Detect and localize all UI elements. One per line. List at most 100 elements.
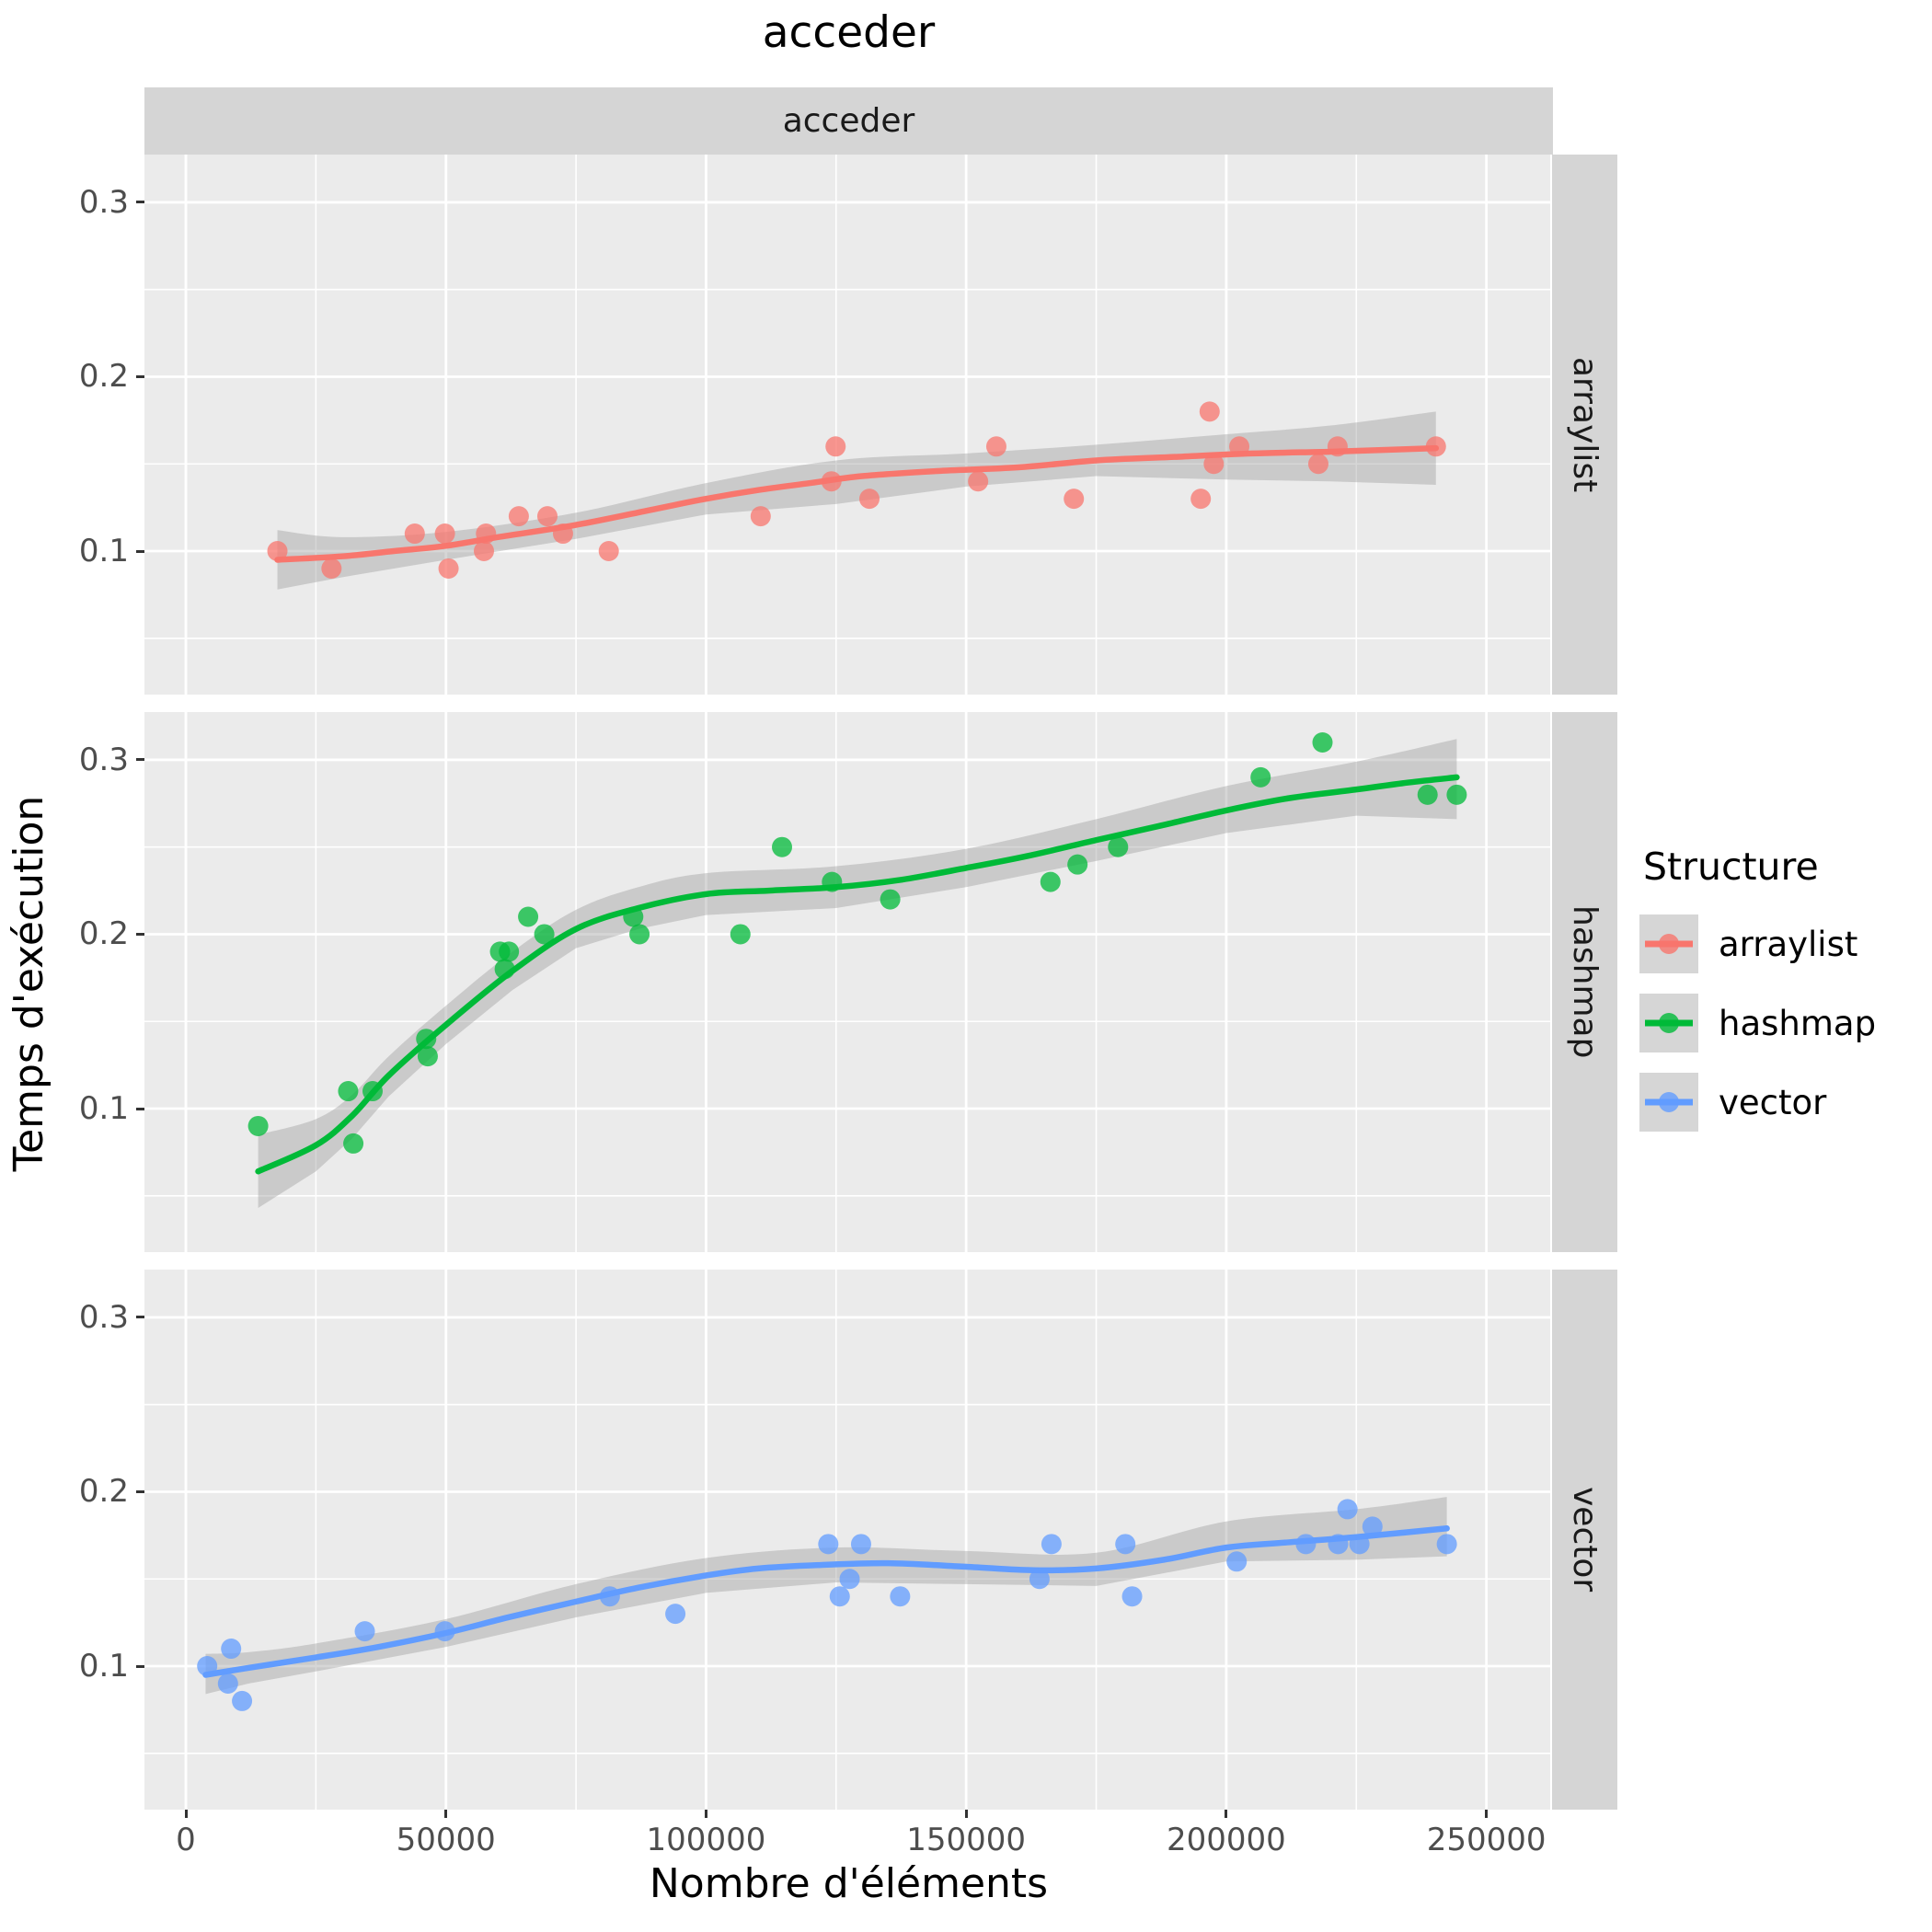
data-point-vector xyxy=(1436,1534,1457,1555)
legend-key-vector-icon xyxy=(1639,1073,1698,1132)
data-point-arraylist xyxy=(825,436,846,457)
data-point-vector xyxy=(850,1534,871,1555)
data-point-arraylist xyxy=(476,523,497,545)
data-point-vector xyxy=(1041,1534,1062,1555)
facet-plot-arraylist xyxy=(144,155,1550,695)
data-point-hashmap xyxy=(518,906,539,927)
data-point-hashmap xyxy=(417,1046,438,1067)
legend-item-vector: vector xyxy=(1639,1073,1930,1132)
facet-strip-top-label: acceder xyxy=(782,102,915,140)
data-point-hashmap xyxy=(772,836,793,857)
y-tick xyxy=(136,201,144,204)
data-point-hashmap xyxy=(343,1133,364,1154)
data-point-vector xyxy=(1328,1534,1349,1555)
data-point-hashmap xyxy=(247,1115,269,1136)
data-point-hashmap xyxy=(534,924,555,945)
data-point-hashmap xyxy=(1108,836,1129,857)
y-tick-label: 0.2 xyxy=(78,915,129,953)
data-point-arraylist xyxy=(1307,454,1328,475)
panel-vector xyxy=(144,1270,1550,1810)
data-point-hashmap xyxy=(1250,766,1271,788)
data-point-vector xyxy=(217,1673,238,1694)
y-tick xyxy=(136,932,144,936)
facet-plot-vector xyxy=(144,1270,1550,1810)
facet-strip-top: acceder xyxy=(144,87,1553,155)
x-tick xyxy=(1485,1810,1489,1818)
data-point-vector xyxy=(599,1586,620,1607)
x-tick-label: 250000 xyxy=(1426,1822,1547,1858)
data-point-vector xyxy=(434,1621,455,1642)
data-point-vector xyxy=(1029,1569,1050,1590)
page-title: acceder xyxy=(762,7,936,58)
y-tick xyxy=(136,1107,144,1110)
data-point-arraylist xyxy=(1229,436,1250,457)
data-point-arraylist xyxy=(985,436,1006,457)
legend: Structure arraylist hashmap vector xyxy=(1639,845,1930,1152)
x-axis-title: Nombre d'éléments xyxy=(649,1860,1049,1907)
data-point-vector xyxy=(197,1656,218,1677)
x-tick xyxy=(704,1810,707,1818)
data-point-vector xyxy=(1226,1551,1248,1572)
legend-item-label: vector xyxy=(1719,1082,1827,1122)
data-point-arraylist xyxy=(1064,489,1085,510)
panel-arraylist xyxy=(144,155,1550,695)
data-point-vector xyxy=(354,1621,375,1642)
data-point-hashmap xyxy=(362,1081,384,1102)
data-point-vector xyxy=(818,1534,839,1555)
data-point-arraylist xyxy=(321,558,342,579)
legend-key-point xyxy=(1659,1013,1679,1033)
y-tick xyxy=(136,549,144,553)
legend-key-point xyxy=(1659,1092,1679,1112)
data-point-hashmap xyxy=(494,959,515,980)
y-tick-label: 0.3 xyxy=(78,183,129,221)
y-axis-title: Temps d'exécution xyxy=(6,795,52,1172)
facet-strip-right-label: hashmap xyxy=(1566,905,1604,1059)
data-point-arraylist xyxy=(859,489,880,510)
y-tick xyxy=(136,758,144,762)
ribbon-hashmap xyxy=(258,739,1457,1209)
data-point-arraylist xyxy=(750,506,771,527)
data-point-hashmap xyxy=(1312,731,1333,753)
y-tick-label: 0.2 xyxy=(78,358,129,396)
x-tick xyxy=(444,1810,448,1818)
data-point-arraylist xyxy=(1199,401,1220,422)
data-point-arraylist xyxy=(438,558,459,579)
panel-hashmap xyxy=(144,712,1550,1252)
legend-item-arraylist: arraylist xyxy=(1639,914,1930,973)
data-point-hashmap xyxy=(1040,871,1061,892)
facet-strip-right-hashmap: hashmap xyxy=(1552,712,1617,1252)
legend-key-point xyxy=(1659,934,1679,954)
y-tick xyxy=(136,1316,144,1319)
data-point-vector xyxy=(1337,1499,1358,1520)
legend-key-arraylist-icon xyxy=(1639,914,1698,973)
data-point-hashmap xyxy=(416,1029,437,1050)
data-point-vector xyxy=(1349,1534,1370,1555)
data-point-arraylist xyxy=(404,523,425,545)
legend-item-label: hashmap xyxy=(1719,1003,1877,1043)
smooth-line-vector xyxy=(202,1525,1450,1678)
y-tick xyxy=(136,1664,144,1668)
data-point-arraylist xyxy=(474,541,495,562)
legend-key-hashmap-icon xyxy=(1639,994,1698,1052)
data-point-vector xyxy=(221,1639,242,1660)
y-tick-label: 0.1 xyxy=(78,533,129,569)
x-tick-label: 100000 xyxy=(646,1822,766,1858)
data-point-hashmap xyxy=(629,924,650,945)
data-point-hashmap xyxy=(1417,784,1438,805)
y-tick-label: 0.1 xyxy=(78,1090,129,1127)
data-point-hashmap xyxy=(730,924,751,945)
x-tick-label: 0 xyxy=(176,1822,196,1858)
data-point-arraylist xyxy=(552,523,573,545)
data-point-hashmap xyxy=(1446,784,1467,805)
facet-strip-right-arraylist: arraylist xyxy=(1552,155,1617,695)
facet-strip-right-vector: vector xyxy=(1552,1270,1617,1810)
ribbon-vector xyxy=(205,1497,1447,1695)
data-point-arraylist xyxy=(536,506,558,527)
data-point-vector xyxy=(665,1604,686,1625)
data-point-vector xyxy=(829,1586,850,1607)
facet-plot-hashmap xyxy=(144,712,1550,1252)
facet-strip-right-label: arraylist xyxy=(1566,356,1604,493)
x-tick xyxy=(184,1810,188,1818)
y-tick-label: 0.3 xyxy=(78,741,129,778)
legend-item-label: arraylist xyxy=(1719,924,1858,964)
